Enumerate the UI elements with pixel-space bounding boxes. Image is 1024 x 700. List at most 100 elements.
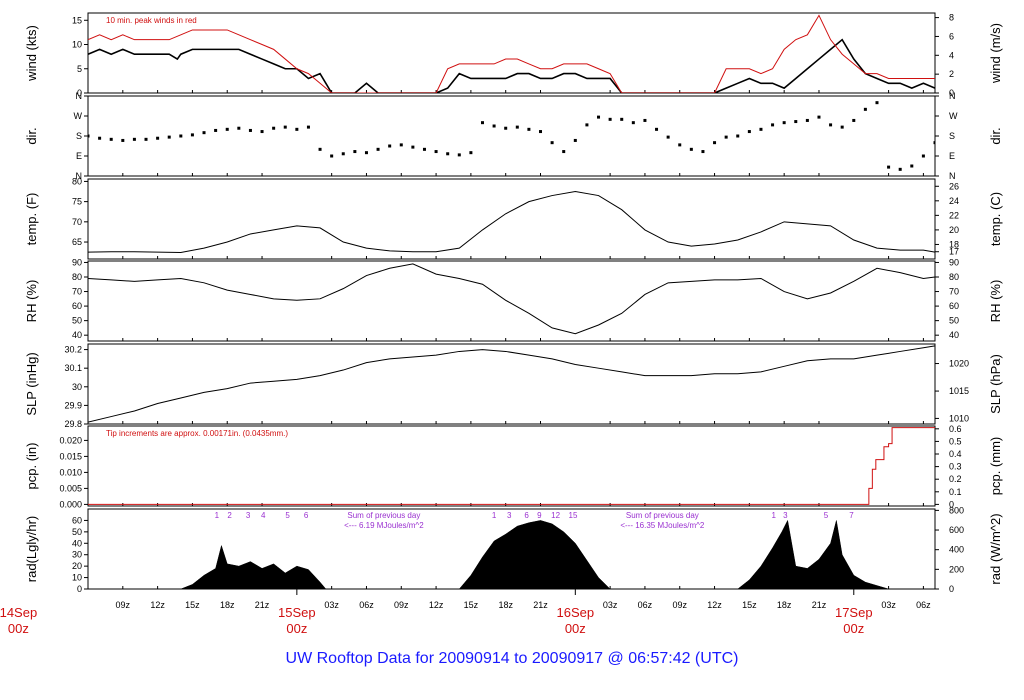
direction-point — [98, 136, 102, 140]
left-axis-label-rad: rad(Lgly/hr) — [24, 516, 39, 582]
right-tick-label: 17 — [949, 247, 959, 257]
x-tick-label: 18z — [498, 600, 513, 610]
right-tick-label: 400 — [949, 545, 964, 555]
right-axis-label-dir: dir. — [988, 127, 1003, 144]
left-tick-label: 0.020 — [59, 435, 82, 445]
day-label: 15Sep — [278, 605, 316, 620]
direction-point — [469, 151, 473, 155]
x-tick-label: 18z — [220, 600, 235, 610]
direction-point — [353, 150, 357, 154]
right-tick-label: 0.2 — [949, 474, 962, 484]
radiation-sum-value: <--- 6.19 MJoules/m^2 — [344, 521, 424, 530]
left-tick-label: 29.8 — [64, 419, 82, 429]
direction-point — [771, 123, 775, 127]
radiation-hour-mark: 7 — [849, 511, 854, 520]
x-tick-label: 09z — [394, 600, 409, 610]
left-tick-label: 70 — [72, 217, 82, 227]
right-tick-label: 20 — [949, 225, 959, 235]
panel-frame-slp — [87, 343, 936, 425]
radiation-hour-mark: 2 — [227, 511, 232, 520]
direction-point — [921, 154, 925, 158]
direction-point — [318, 147, 322, 151]
radiation-hour-mark: 3 — [246, 511, 251, 520]
panel-annotation-pcp: Tip increments are approx. 0.00171in. (0… — [106, 429, 288, 438]
right-tick-label: 4 — [949, 50, 954, 60]
left-tick-label: 30.2 — [64, 345, 82, 355]
direction-point — [411, 145, 415, 149]
right-tick-label: 90 — [949, 257, 959, 267]
direction-point — [910, 164, 914, 168]
direction-point — [88, 134, 90, 138]
chart-title: UW Rooftop Data for 20090914 to 20090917… — [285, 650, 739, 667]
right-axis-label-pcp: pcp. (mm) — [988, 437, 1003, 496]
left-tick-label: 0.005 — [59, 483, 82, 493]
x-tick-label: 15z — [185, 600, 200, 610]
direction-point — [167, 135, 171, 139]
right-tick-label: 6 — [949, 31, 954, 41]
right-tick-label: 70 — [949, 287, 959, 297]
direction-point — [747, 130, 751, 134]
left-tick-label: 70 — [72, 287, 82, 297]
left-tick-label: 10 — [72, 573, 82, 583]
day-label: 14Sep — [0, 605, 37, 620]
right-tick-label: 50 — [949, 316, 959, 326]
right-axis-label-temp: temp. (C) — [988, 192, 1003, 246]
right-tick-label: 0.6 — [949, 424, 962, 434]
x-tick-label: 15z — [464, 600, 479, 610]
radiation-hour-mark: 4 — [261, 511, 266, 520]
direction-point — [794, 120, 798, 124]
direction-point — [399, 143, 403, 147]
direction-point — [446, 152, 450, 156]
direction-point — [655, 127, 659, 131]
left-tick-label: 0 — [77, 584, 82, 594]
x-tick-label: 12z — [150, 600, 165, 610]
panel-frame-temp — [87, 178, 936, 260]
direction-point — [840, 125, 844, 129]
direction-point — [457, 153, 461, 157]
direction-point — [782, 121, 786, 125]
left-tick-label: 50 — [72, 527, 82, 537]
direction-point — [620, 117, 624, 121]
right-tick-label: S — [949, 131, 955, 141]
day-label-hour: 00z — [565, 621, 586, 636]
panel-annotation-wind: 10 min. peak winds in red — [106, 16, 197, 25]
direction-point — [678, 143, 682, 147]
radiation-hour-mark: 12 — [551, 511, 560, 520]
right-tick-label: 40 — [949, 330, 959, 340]
direction-point — [713, 141, 717, 145]
direction-point — [179, 134, 183, 138]
left-tick-label: 30 — [72, 382, 82, 392]
x-tick-label: 21z — [812, 600, 827, 610]
left-tick-label: 75 — [72, 197, 82, 207]
right-tick-label: N — [949, 171, 956, 181]
direction-point — [805, 118, 809, 122]
x-tick-label: 21z — [255, 600, 270, 610]
right-tick-label: 18 — [949, 239, 959, 249]
left-tick-label: 60 — [72, 515, 82, 525]
radiation-hour-mark: 9 — [537, 511, 542, 520]
left-tick-label: 0.000 — [59, 499, 82, 509]
x-tick-label: 12z — [429, 600, 444, 610]
right-tick-label: 26 — [949, 181, 959, 191]
radiation-hour-mark: 6 — [304, 511, 309, 520]
right-tick-label: 0.4 — [949, 449, 962, 459]
precip-line — [88, 427, 935, 505]
direction-point — [132, 137, 136, 141]
right-tick-label: 1015 — [949, 386, 969, 396]
left-tick-label: 0 — [77, 88, 82, 98]
x-tick-label: 03z — [324, 600, 339, 610]
direction-point — [829, 123, 833, 127]
right-tick-label: 0 — [949, 88, 954, 98]
slp-line — [88, 345, 935, 423]
right-axis-label-slp: SLP (hPa) — [988, 354, 1003, 414]
x-tick-label: 18z — [777, 600, 792, 610]
right-tick-label: N — [949, 91, 956, 101]
right-tick-label: 600 — [949, 525, 964, 535]
radiation-hour-mark: 1 — [492, 511, 497, 520]
day-label-hour: 00z — [286, 621, 307, 636]
right-tick-label: 0 — [949, 499, 954, 509]
x-tick-label: 09z — [672, 600, 687, 610]
day-label-hour: 00z — [843, 621, 864, 636]
peak-wind-line — [88, 14, 935, 93]
